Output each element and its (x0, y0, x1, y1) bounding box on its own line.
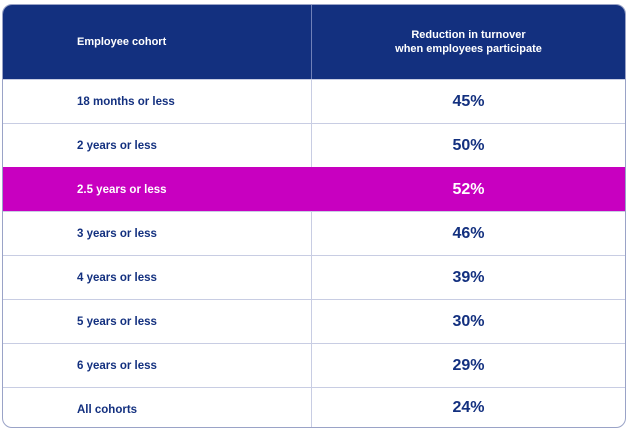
table-row: 2 years or less 50% (3, 123, 625, 167)
header-reduction-line2: when employees participate (395, 43, 542, 55)
reduction-cell: 39% (452, 268, 485, 286)
header-cohort: Employee cohort (3, 5, 312, 79)
reduction-cell: 52% (452, 180, 485, 198)
table-row: 3 years or less 46% (3, 211, 625, 255)
turnover-table: Employee cohort Reduction in turnover wh… (2, 4, 626, 428)
reduction-cell: 24% (452, 398, 485, 416)
reduction-cell: 29% (452, 356, 485, 374)
table-row: 4 years or less 39% (3, 255, 625, 299)
cohort-cell: 2.5 years or less (3, 168, 312, 211)
reduction-cell: 30% (452, 312, 485, 330)
cohort-cell: 2 years or less (3, 124, 312, 167)
cohort-cell: 6 years or less (3, 344, 312, 387)
cohort-cell: 3 years or less (3, 212, 312, 255)
cohort-cell: 5 years or less (3, 300, 312, 343)
header-reduction-line1: Reduction in turnover (411, 29, 526, 41)
cohort-cell: 18 months or less (3, 80, 312, 123)
reduction-cell: 46% (452, 224, 485, 242)
table-row: All cohorts 24% (3, 387, 625, 427)
table-row-highlighted: 2.5 years or less 52% (3, 167, 625, 211)
header-reduction: Reduction in turnover when employees par… (312, 5, 625, 79)
reduction-cell: 45% (452, 92, 485, 110)
table-row: 6 years or less 29% (3, 343, 625, 387)
table-row: 5 years or less 30% (3, 299, 625, 343)
table-row: 18 months or less 45% (3, 79, 625, 123)
cohort-cell: 4 years or less (3, 256, 312, 299)
cohort-cell: All cohorts (3, 388, 312, 427)
table-header: Employee cohort Reduction in turnover wh… (3, 5, 625, 79)
reduction-cell: 50% (452, 136, 485, 154)
